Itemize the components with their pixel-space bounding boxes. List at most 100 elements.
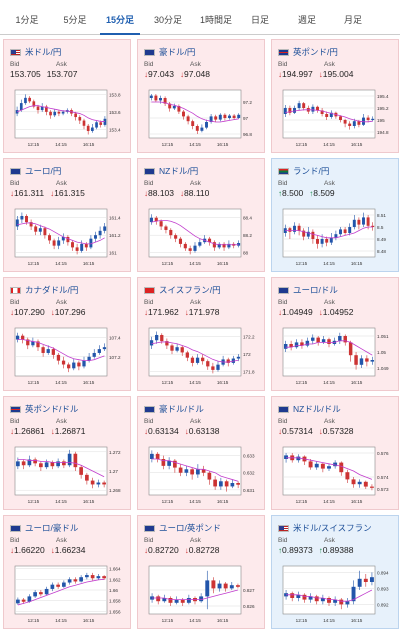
candle-body [180, 599, 185, 603]
pair-title[interactable]: 豪ドル/ドル [159, 404, 204, 414]
candlestick-chart[interactable]: 172.2 172 171.8 12:15 14:15 16:15 [145, 326, 259, 386]
pair-header[interactable]: ランド/円 [278, 165, 329, 177]
rate-card[interactable]: 豪ドル/円 Bid Ask ↓97.043 ↓97.048 97.2 97 96.8 12:15… [137, 39, 265, 153]
pair-title[interactable]: ユーロ/ドル [293, 285, 338, 295]
pair-title[interactable]: NZドル/円 [159, 166, 199, 176]
pair-title[interactable]: 米ドル/円 [25, 47, 62, 57]
y-tick-label: 1.662 [109, 577, 121, 582]
rate-card[interactable]: 米ドル/円 Bid Ask 153.705 153.707 153.8 153.6 153.4… [3, 39, 131, 153]
candle-body [195, 126, 199, 131]
candlestick-chart[interactable]: 107.4 107.2 12:15 14:15 16:15 [11, 326, 125, 386]
rate-card[interactable]: ユーロ/円 Bid Ask ↓161.311 ↓161.315 161.4 161.2 161… [3, 158, 131, 272]
candle-body [325, 114, 329, 117]
candlestick-chart[interactable]: 0.894 0.893 0.892 12:15 14:15 16:15 [279, 564, 393, 624]
candle-body [211, 580, 216, 589]
pair-header[interactable]: ユーロ/ドル [278, 284, 338, 296]
candlestick-chart[interactable]: 97.2 97 96.8 12:15 14:15 16:15 [145, 88, 259, 148]
candlestick-chart[interactable]: 1.272 1.27 1.268 12:15 14:15 16:15 [11, 445, 125, 505]
candlestick-chart[interactable]: 8.51 8.5 8.49 8.48 12:15 14:15 16:15 [279, 207, 393, 267]
pair-title[interactable]: NZドル/ドル [293, 404, 341, 414]
candle-body [77, 362, 81, 367]
candle-body [205, 580, 210, 597]
y-tick-label: 8.51 [377, 213, 386, 218]
pair-title[interactable]: 豪ドル/円 [159, 47, 196, 57]
pair-title[interactable]: カナダドル/円 [25, 285, 79, 295]
pair-title[interactable]: ユーロ/英ポンド [159, 523, 221, 533]
tab-6[interactable]: 週足 [297, 15, 316, 25]
candle-body [174, 235, 178, 239]
candlestick-chart[interactable]: 195.4 195.2 195 194.8 12:15 14:15 16:15 [279, 88, 393, 148]
candle-body [39, 592, 43, 595]
rate-card[interactable]: ユーロ/英ポンド Bid Ask ↓0.82720 ↓0.82728 0.827 0.826… [137, 515, 265, 629]
candlestick-chart[interactable]: 0.576 0.574 0.573 12:15 14:15 16:15 [279, 445, 393, 505]
candle-body [228, 115, 231, 118]
rate-card[interactable]: NZドル/円 Bid Ask ↓88.103 ↓88.110 88.4 88.2 88 12:1… [137, 158, 265, 272]
candlestick-chart[interactable]: 0.633 0.632 0.631 12:15 14:15 16:15 [145, 445, 259, 505]
candle-body [92, 352, 96, 357]
candlestick-chart[interactable]: 1.664 1.662 1.66 1.658 1.656 12:15 14:15 16:15 [11, 564, 125, 624]
rate-card[interactable]: ユーロ/豪ドル Bid Ask ↓1.66220 ↓1.66234 1.664 1.662 1… [3, 515, 131, 629]
tab-0[interactable]: 1分足 [15, 15, 39, 25]
pair-header[interactable]: カナダドル/円 [10, 284, 78, 296]
rate-card[interactable]: 米ドル/スイスフラン Bid Ask ↑0.89373 ↑0.89388 0.894 0.8… [271, 515, 399, 629]
rate-card[interactable]: 豪ドル/ドル Bid Ask ↓0.63134 ↓0.63138 0.633 0.632 0.… [137, 396, 265, 510]
rate-card[interactable]: スイスフラン/円 Bid Ask ↓171.962 ↓171.978 172.2 172 17… [137, 277, 265, 391]
candle-body [369, 486, 374, 488]
candle-body [48, 235, 51, 241]
candle-body [85, 474, 89, 481]
candlestick-chart[interactable]: 0.827 0.826 12:15 14:15 16:15 [145, 564, 259, 624]
rate-card[interactable]: 英ポンド/円 Bid Ask ↓194.997 ↓195.004 195.4 195.2 19… [271, 39, 399, 153]
tab-5[interactable]: 日足 [250, 15, 269, 25]
flag-icon [278, 49, 289, 56]
pair-header[interactable]: ユーロ/円 [10, 165, 61, 177]
pair-title[interactable]: スイスフラン/円 [159, 285, 221, 295]
tab-4[interactable]: 1時間足 [199, 15, 232, 25]
pair-header[interactable]: 英ポンド/ドル [10, 403, 78, 415]
candle-body [78, 117, 82, 121]
pair-title[interactable]: ランド/円 [293, 166, 330, 176]
rate-card[interactable]: ユーロ/ドル Bid Ask ↓1.04949 ↓1.04952 1.051 1.05 1.0… [271, 277, 399, 391]
pair-header[interactable]: NZドル/ドル [278, 403, 341, 415]
ask-label: Ask [56, 180, 67, 187]
tab-7[interactable]: 月足 [343, 15, 362, 25]
flag-icon [144, 49, 155, 56]
candle-body [302, 103, 306, 108]
candle-body [363, 578, 368, 582]
rate-card[interactable]: カナダドル/円 Bid Ask ↓107.290 ↓107.296 107.4 107.2 1… [3, 277, 131, 391]
x-tick-label: 12:15 [28, 380, 40, 385]
pair-title[interactable]: ユーロ/円 [25, 166, 62, 176]
flag-icon [144, 168, 155, 175]
pair-header[interactable]: ユーロ/豪ドル [10, 522, 78, 534]
candle-body [311, 231, 315, 239]
candle-body [86, 125, 90, 132]
pair-header[interactable]: スイスフラン/円 [144, 284, 221, 296]
pair-title[interactable]: 英ポンド/円 [293, 47, 338, 57]
up-arrow-icon: ↑ [318, 546, 323, 555]
ask-label: Ask [324, 537, 335, 544]
pair-title[interactable]: ユーロ/豪ドル [25, 523, 79, 533]
candlestick-chart[interactable]: 161.4 161.2 161 12:15 14:15 16:15 [11, 207, 125, 267]
pair-title[interactable]: 米ドル/スイスフラン [293, 523, 372, 533]
rate-card[interactable]: NZドル/ドル Bid Ask ↓0.57314 ↓0.57328 0.576 0.574 0… [271, 396, 399, 510]
pair-header[interactable]: 豪ドル/ドル [144, 403, 204, 415]
pair-header[interactable]: NZドル/円 [144, 165, 198, 177]
candle-body [164, 226, 168, 230]
pair-header[interactable]: 英ポンド/円 [278, 46, 338, 58]
candle-body [198, 242, 202, 246]
pair-header[interactable]: ユーロ/英ポンド [144, 522, 221, 534]
rate-card[interactable]: ランド/円 Bid Ask ↑8.500 ↑8.509 8.51 8.5 8.49 8.48 12… [271, 158, 399, 272]
plot-frame [148, 446, 242, 496]
candlestick-chart[interactable]: 88.4 88.2 88 12:15 14:15 16:15 [145, 207, 259, 267]
tab-1[interactable]: 5分足 [63, 15, 87, 25]
bid-label: Bid [278, 537, 288, 544]
candlestick-chart[interactable]: 1.051 1.05 1.049 12:15 14:15 16:15 [279, 326, 393, 386]
pair-header[interactable]: 豪ドル/円 [144, 46, 195, 58]
tab-2[interactable]: 15分足 [100, 0, 140, 35]
candlestick-chart[interactable]: 153.8 153.6 153.4 12:15 14:15 16:15 [11, 88, 125, 148]
pair-header[interactable]: 米ドル/円 [10, 46, 61, 58]
tab-3[interactable]: 30分足 [153, 15, 182, 25]
candle-body [218, 114, 222, 120]
pair-header[interactable]: 米ドル/スイスフラン [278, 522, 372, 534]
pair-title[interactable]: 英ポンド/ドル [25, 404, 79, 414]
rate-card[interactable]: 英ポンド/ドル Bid Ask ↓1.26861 ↓1.26871 1.272 1.27 1.… [3, 396, 131, 510]
